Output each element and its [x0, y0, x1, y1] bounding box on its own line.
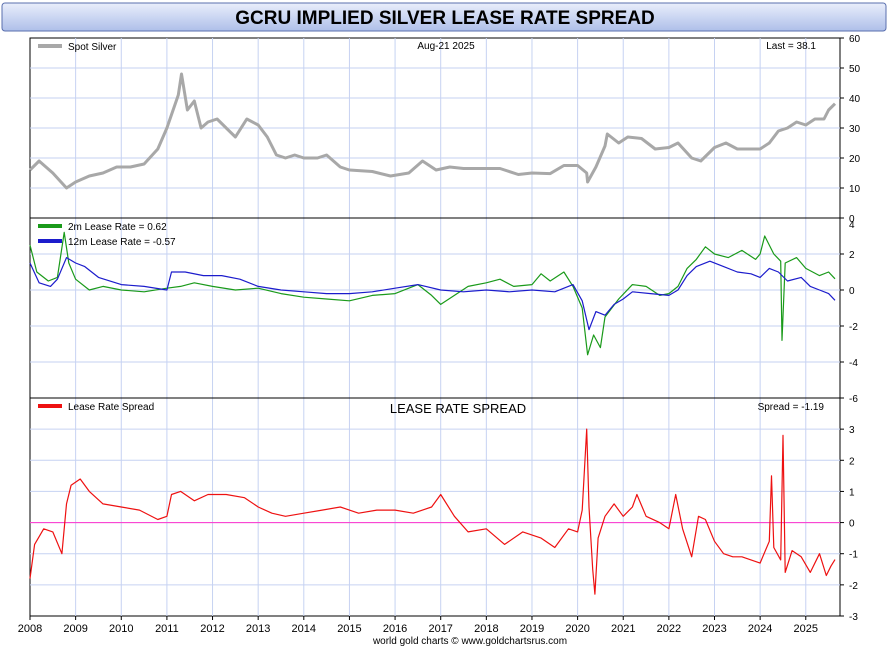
y-tick-label: 4 — [849, 220, 855, 231]
legend-spot-silver: Spot Silver — [68, 42, 117, 53]
x-tick-label: 2021 — [611, 623, 635, 635]
title-bar — [1, 2, 887, 32]
x-tick-label: 2015 — [337, 623, 361, 635]
y-tick-label: -1 — [849, 550, 858, 561]
y-tick-label: 60 — [849, 34, 861, 45]
x-tick-label: 2019 — [520, 623, 544, 635]
x-tick-label: 2023 — [702, 623, 726, 635]
series-layer — [28, 72, 840, 595]
x-tick-label: 2025 — [794, 623, 818, 635]
series-line-12m-lease-rate — [29, 257, 836, 331]
x-tick-label: 2012 — [200, 623, 224, 635]
y-tick-label: 50 — [849, 64, 861, 75]
y-tick-label: -2 — [849, 322, 858, 333]
y-tick-label: 2 — [849, 250, 855, 261]
bottom-spread-label: Spread = -1.19 — [758, 402, 825, 413]
legend-12m-lease-rate: 12m Lease Rate = -0.57 — [68, 237, 176, 248]
y-tick-label: 1 — [849, 487, 855, 498]
plot-frame — [29, 37, 841, 617]
y-tick-label: 40 — [849, 94, 861, 105]
x-tick-label: 2009 — [63, 623, 87, 635]
y-tick-label: -2 — [849, 581, 858, 592]
x-tick-label: 2011 — [155, 623, 179, 635]
x-tick-label: 2014 — [292, 623, 316, 635]
y-tick-label: -6 — [849, 394, 858, 405]
y-tick-label: 10 — [849, 184, 861, 195]
y-tick-label: -4 — [849, 358, 858, 369]
x-tick-label: 2022 — [657, 623, 681, 635]
footer-credit: world gold charts © www.goldchartsrus.co… — [372, 636, 567, 647]
y-tick-label: -3 — [849, 612, 858, 623]
top-date-label: Aug-21 2025 — [417, 41, 475, 52]
x-tick-label: 2024 — [748, 623, 772, 635]
y-tick-label: 0 — [849, 286, 855, 297]
chart-title: GCRU IMPLIED SILVER LEASE RATE SPREAD — [235, 8, 654, 29]
legend-2m-lease-rate: 2m Lease Rate = 0.62 — [68, 222, 167, 233]
legend-lease-rate-spread: Lease Rate Spread — [68, 402, 154, 413]
y-tick-label: 2 — [849, 456, 855, 467]
top-last-label: Last = 38.1 — [766, 41, 816, 52]
x-tick-label: 2008 — [18, 623, 42, 635]
y-tick-label: 20 — [849, 154, 861, 165]
y-tick-label: 3 — [849, 425, 855, 436]
x-tick-label: 2016 — [383, 623, 407, 635]
grid-layer — [30, 38, 840, 616]
y-tick-label: 0 — [849, 214, 855, 225]
x-tick-label: 2013 — [246, 623, 270, 635]
x-tick-label: 2017 — [428, 623, 452, 635]
y-tick-label: 0 — [849, 519, 855, 530]
x-tick-label: 2018 — [474, 623, 498, 635]
axis-layer: 2008 2009 2010 2011 2012 2013 2014 2015 2016 2017… — [18, 34, 861, 635]
y-tick-label: 30 — [849, 124, 861, 135]
series-line-spot-silver — [28, 72, 837, 190]
x-tick-label: 2010 — [109, 623, 133, 635]
series-line-lease-rate-spread — [29, 428, 836, 595]
x-tick-label: 2020 — [565, 623, 589, 635]
bottom-panel-title: LEASE RATE SPREAD — [390, 401, 526, 416]
